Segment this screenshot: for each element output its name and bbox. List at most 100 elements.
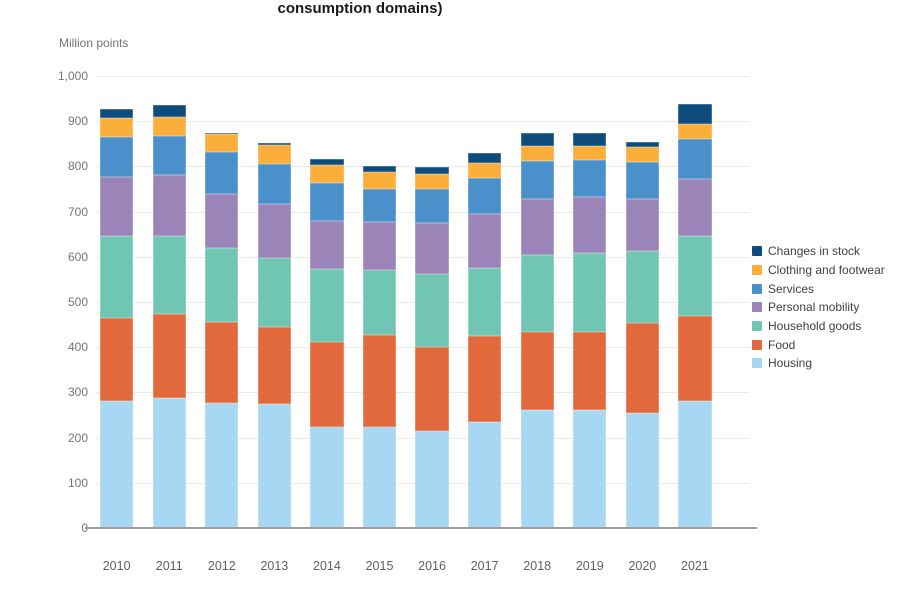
bar-2015-segment-clothing-and-footwear[interactable] — [362, 171, 397, 189]
bar-2019-segment-changes-in-stock[interactable] — [573, 133, 607, 147]
legend-item-food[interactable]: Food — [752, 335, 885, 354]
legend-item-personal-mobility[interactable]: Personal mobility — [752, 298, 885, 317]
bar-2021-segment-personal-mobility[interactable] — [678, 179, 712, 236]
bar-2016-segment-personal-mobility[interactable] — [415, 223, 449, 274]
bar-2010-segment-food[interactable] — [100, 317, 134, 402]
bar-2012-segment-clothing-and-footwear[interactable] — [205, 134, 239, 152]
bar-2019-segment-housing[interactable] — [573, 410, 607, 528]
bar-2010-segment-changes-in-stock[interactable] — [100, 109, 134, 118]
bar-2018-segment-changes-in-stock[interactable] — [520, 133, 554, 147]
legend-item-household-goods[interactable]: Household goods — [752, 317, 885, 336]
bar-2021-segment-changes-in-stock[interactable] — [678, 104, 712, 124]
bar-2016-segment-food[interactable] — [415, 346, 449, 431]
bar-2018-segment-housing[interactable] — [520, 410, 554, 528]
bar-2013 — [257, 142, 291, 528]
bar-2021-segment-housing[interactable] — [678, 401, 712, 528]
bar-2011-segment-household-goods[interactable] — [152, 235, 186, 315]
bar-2013-segment-personal-mobility[interactable] — [257, 203, 291, 258]
bar-2016-segment-clothing-and-footwear[interactable] — [415, 174, 449, 190]
bar-2019-segment-household-goods[interactable] — [573, 253, 607, 333]
bar-2021-segment-household-goods[interactable] — [678, 235, 712, 317]
x-axis-label-2020: 2020 — [628, 559, 657, 573]
legend-item-housing[interactable]: Housing — [752, 354, 885, 373]
bar-2013-segment-housing[interactable] — [257, 404, 291, 528]
bar-2011-segment-changes-in-stock[interactable] — [152, 104, 186, 118]
bar-2017-segment-services[interactable] — [467, 177, 502, 214]
legend-item-clothing-and-footwear[interactable]: Clothing and footwear — [752, 261, 885, 280]
bar-2017-segment-clothing-and-footwear[interactable] — [467, 162, 502, 178]
bar-2013-segment-services[interactable] — [257, 164, 291, 204]
bar-2019-segment-personal-mobility[interactable] — [573, 197, 607, 254]
bar-2010-segment-personal-mobility[interactable] — [100, 176, 134, 237]
bar-2020-segment-personal-mobility[interactable] — [625, 198, 659, 251]
bar-2020-segment-services[interactable] — [625, 161, 659, 199]
bar-2021-segment-services[interactable] — [678, 139, 712, 180]
bar-2014-segment-housing[interactable] — [310, 427, 344, 528]
bar-2015-segment-personal-mobility[interactable] — [362, 222, 397, 270]
bar-2019-segment-services[interactable] — [573, 160, 607, 198]
bar-2011-segment-services[interactable] — [152, 135, 186, 176]
x-axis-label-2018: 2018 — [523, 559, 552, 573]
bar-2010-segment-household-goods[interactable] — [100, 236, 134, 318]
bar-2012-segment-housing[interactable] — [205, 403, 239, 528]
bar-2011-segment-food[interactable] — [152, 314, 186, 398]
bar-2011-segment-clothing-and-footwear[interactable] — [152, 117, 186, 136]
bar-2015-segment-food[interactable] — [362, 334, 397, 427]
bar-2018-segment-clothing-and-footwear[interactable] — [520, 146, 554, 162]
bar-2016-segment-services[interactable] — [415, 189, 449, 224]
bar-2014-segment-food[interactable] — [310, 341, 344, 428]
legend-item-services[interactable]: Services — [752, 279, 885, 298]
bar-2018-segment-food[interactable] — [520, 332, 554, 411]
bar-2010-segment-services[interactable] — [100, 136, 134, 177]
bar-2020-segment-housing[interactable] — [625, 412, 659, 528]
bar-2012-segment-personal-mobility[interactable] — [205, 194, 239, 248]
bar-2011-segment-housing[interactable] — [152, 397, 186, 528]
bar-2012-segment-services[interactable] — [205, 151, 239, 195]
bar-2015-segment-services[interactable] — [362, 188, 397, 223]
bar-2016-segment-household-goods[interactable] — [415, 273, 449, 347]
bar-2017-segment-personal-mobility[interactable] — [467, 213, 502, 268]
bar-2015-segment-household-goods[interactable] — [362, 269, 397, 335]
y-tick-label-500: 500 — [67, 295, 88, 309]
bar-2019-segment-food[interactable] — [573, 332, 607, 411]
bar-2018-segment-personal-mobility[interactable] — [520, 198, 554, 256]
bar-2012 — [205, 132, 239, 528]
y-tick-label-0: 0 — [28, 521, 88, 535]
bar-2017-segment-household-goods[interactable] — [467, 267, 502, 336]
bar-2012-segment-changes-in-stock[interactable] — [205, 132, 239, 135]
bar-2021-segment-clothing-and-footwear[interactable] — [678, 123, 712, 140]
legend-label: Food — [768, 337, 796, 352]
bar-2014-segment-changes-in-stock[interactable] — [310, 159, 344, 166]
bar-2012-segment-food[interactable] — [205, 322, 239, 404]
bar-2018-segment-household-goods[interactable] — [520, 255, 554, 333]
bar-2013-segment-food[interactable] — [257, 326, 291, 405]
bar-2015-segment-changes-in-stock[interactable] — [362, 166, 397, 172]
bar-2017-segment-housing[interactable] — [467, 422, 502, 528]
bar-2020-segment-changes-in-stock[interactable] — [625, 141, 659, 148]
bar-2018-segment-services[interactable] — [520, 161, 554, 199]
bar-2019-segment-clothing-and-footwear[interactable] — [573, 146, 607, 161]
bar-2017-segment-food[interactable] — [467, 335, 502, 423]
bar-2013-segment-household-goods[interactable] — [257, 257, 291, 327]
bar-2016-segment-housing[interactable] — [415, 430, 449, 528]
bar-2014-segment-clothing-and-footwear[interactable] — [310, 165, 344, 183]
bar-2013-segment-changes-in-stock[interactable] — [257, 142, 291, 146]
bar-2017-segment-changes-in-stock[interactable] — [467, 152, 502, 163]
bar-2012-segment-household-goods[interactable] — [205, 247, 239, 323]
x-axis-label-2012: 2012 — [207, 559, 236, 573]
legend-item-changes-in-stock[interactable]: Changes in stock — [752, 242, 885, 261]
bar-2011-segment-personal-mobility[interactable] — [152, 175, 186, 236]
bar-2010-segment-housing[interactable] — [100, 401, 134, 528]
bar-2016-segment-changes-in-stock[interactable] — [415, 167, 449, 175]
bar-2014-segment-personal-mobility[interactable] — [310, 220, 344, 270]
bar-2013-segment-clothing-and-footwear[interactable] — [257, 145, 291, 165]
bar-2010-segment-clothing-and-footwear[interactable] — [100, 117, 134, 137]
bar-2014-segment-household-goods[interactable] — [310, 269, 344, 342]
bar-2020-segment-household-goods[interactable] — [625, 250, 659, 324]
bar-2018 — [520, 133, 554, 528]
bar-2014-segment-services[interactable] — [310, 182, 344, 221]
bar-2015-segment-housing[interactable] — [362, 426, 397, 528]
bar-2020-segment-food[interactable] — [625, 323, 659, 413]
bar-2020-segment-clothing-and-footwear[interactable] — [625, 147, 659, 162]
bar-2021-segment-food[interactable] — [678, 316, 712, 402]
